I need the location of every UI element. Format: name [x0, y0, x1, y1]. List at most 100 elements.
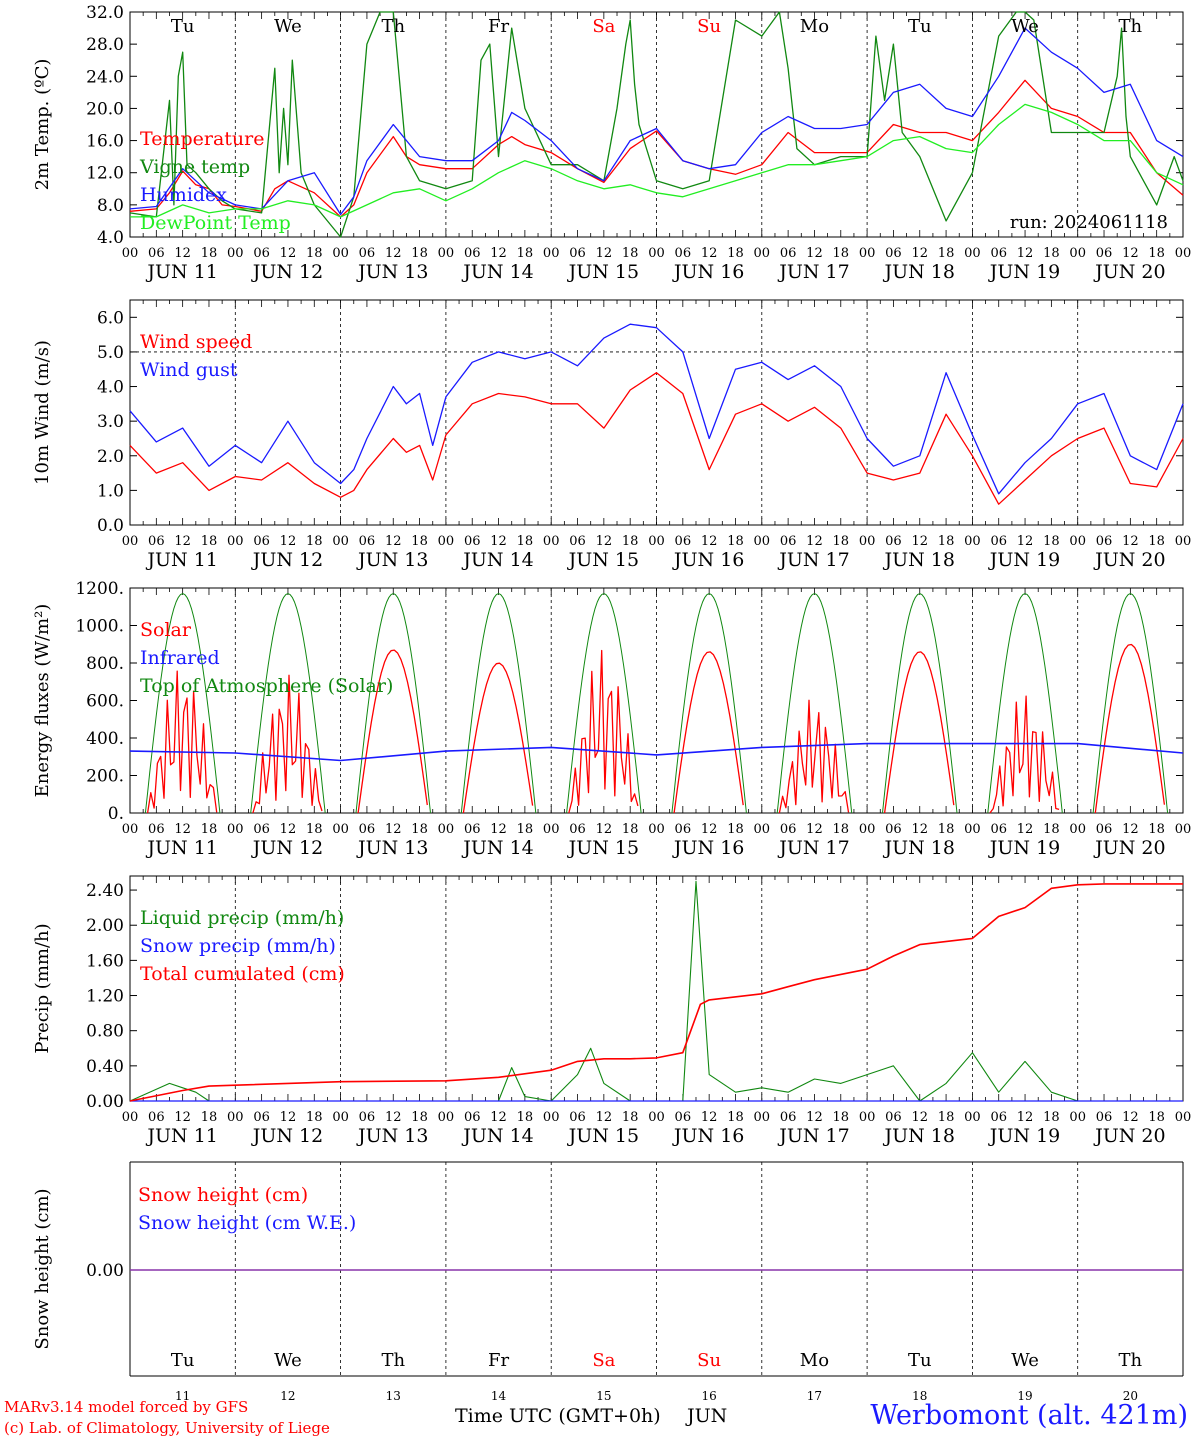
- hour-tick-label: 12: [1017, 822, 1034, 837]
- legend-wind-speed: Wind speed: [140, 331, 252, 353]
- hour-tick-label: 06: [464, 534, 481, 549]
- hour-tick-label: 12: [174, 246, 191, 261]
- hour-tick-label: 00: [332, 246, 349, 261]
- hour-tick-label: 00: [438, 822, 455, 837]
- hour-tick-label: 18: [833, 534, 850, 549]
- hour-tick-label: 06: [675, 1110, 692, 1125]
- hour-tick-label: 00: [754, 1110, 771, 1125]
- y-tick-label: 4.0: [97, 228, 124, 248]
- hour-tick-label: 06: [569, 534, 586, 549]
- hour-tick-label: 06: [359, 246, 376, 261]
- hour-tick-label: 18: [201, 534, 218, 549]
- legend-temperature: Temperature: [140, 128, 264, 150]
- hour-tick-label: 12: [911, 534, 928, 549]
- month-label: JUN: [687, 1405, 728, 1427]
- hour-tick-label: 18: [517, 534, 534, 549]
- hour-tick-label: 12: [385, 534, 402, 549]
- date-label: JUN 18: [883, 837, 955, 859]
- date-label: JUN 12: [251, 549, 323, 571]
- y-tick-label: 1.20: [86, 987, 124, 1007]
- panel-4: 0.00 0.40 0.80 1.20 1.60 2.00 2.40 Precip (mm/h…: [32, 875, 1191, 1147]
- y-tick-label: 20.0: [86, 99, 124, 119]
- series-toa-solar-day: [355, 593, 431, 814]
- date-label: JUN 12: [251, 837, 323, 859]
- day-number: 15: [596, 1389, 611, 1403]
- y-tick-label: 32.0: [86, 3, 124, 23]
- hour-tick-label: 12: [1122, 1110, 1139, 1125]
- y-tick-label: 0.00: [86, 1261, 124, 1281]
- hour-tick-label: 00: [122, 822, 139, 837]
- y-tick-label: 600.: [86, 692, 124, 712]
- hour-tick-label: 18: [201, 822, 218, 837]
- hour-tick-label: 18: [306, 1110, 323, 1125]
- date-label: JUN 16: [672, 549, 744, 571]
- y-tick-label: 0.0: [97, 516, 124, 536]
- hour-tick-label: 06: [569, 1110, 586, 1125]
- hour-tick-label: 18: [938, 822, 955, 837]
- day-number: 12: [280, 1389, 295, 1403]
- hour-tick-label: 00: [964, 246, 981, 261]
- y-tick-label: 4.0: [97, 378, 124, 398]
- y-tick-label: 0.80: [86, 1022, 124, 1042]
- y-axis-label: 10m Wind (m/s): [32, 340, 53, 485]
- hour-tick-label: 00: [648, 246, 665, 261]
- date-label: JUN 13: [356, 261, 428, 283]
- panel-2: 0.0 1.0 2.0 3.0 4.0 5.0 6.0 10m Wind (m/s) Wind …: [32, 299, 1191, 571]
- date-label: JUN 17: [777, 837, 849, 859]
- hour-tick-label: 06: [359, 1110, 376, 1125]
- y-tick-label: 1.0: [97, 481, 124, 501]
- legend-vigne-temp: Vigne temp: [139, 156, 250, 178]
- hour-tick-label: 06: [885, 246, 902, 261]
- y-tick-label: 28.0: [86, 35, 124, 55]
- weekday-label: Su: [697, 1350, 721, 1371]
- date-label: JUN 17: [777, 1125, 849, 1147]
- hour-tick-label: 18: [306, 822, 323, 837]
- hour-tick-label: 12: [806, 822, 823, 837]
- hour-tick-label: 12: [1017, 1110, 1034, 1125]
- legend-total-cumulated-cm-: Total cumulated (cm): [140, 963, 345, 985]
- date-label: JUN 11: [145, 1125, 217, 1147]
- hour-tick-label: 06: [675, 246, 692, 261]
- weekday-label: Su: [697, 16, 721, 37]
- y-tick-label: 12.0: [86, 164, 124, 184]
- date-label: JUN 13: [356, 1125, 428, 1147]
- hour-tick-label: 18: [201, 1110, 218, 1125]
- hour-tick-label: 12: [490, 822, 507, 837]
- date-label: JUN 20: [1093, 837, 1165, 859]
- hour-tick-label: 06: [990, 1110, 1007, 1125]
- hour-tick-label: 06: [359, 822, 376, 837]
- y-tick-label: 0.40: [86, 1057, 124, 1077]
- day-number: 13: [386, 1389, 401, 1403]
- hour-tick-label: 06: [569, 246, 586, 261]
- date-label: JUN 19: [988, 549, 1060, 571]
- hour-tick-label: 06: [1096, 1110, 1113, 1125]
- hour-tick-label: 12: [596, 1110, 613, 1125]
- y-tick-label: 2.00: [86, 916, 124, 936]
- hour-tick-label: 06: [780, 534, 797, 549]
- hour-tick-label: 00: [438, 1110, 455, 1125]
- hour-tick-label: 18: [306, 246, 323, 261]
- legend-liquid-precip-mm-h-: Liquid precip (mm/h): [140, 907, 344, 929]
- date-label: JUN 11: [145, 261, 217, 283]
- hour-tick-label: 12: [911, 1110, 928, 1125]
- y-tick-label: 8.0: [97, 196, 124, 216]
- weekday-label: Th: [381, 1350, 405, 1371]
- hour-tick-label: 12: [490, 1110, 507, 1125]
- hour-tick-label: 06: [253, 822, 270, 837]
- hour-tick-label: 12: [280, 1110, 297, 1125]
- date-label: JUN 13: [356, 837, 428, 859]
- legend-infrared: Infrared: [140, 647, 220, 669]
- day-number: 14: [491, 1389, 507, 1403]
- day-number: 19: [1017, 1389, 1032, 1403]
- weekday-label: Tu: [908, 1350, 932, 1371]
- run-annotation: run: 2024061118: [1010, 212, 1168, 233]
- hour-tick-label: 06: [780, 1110, 797, 1125]
- hour-tick-label: 18: [411, 246, 428, 261]
- hour-tick-label: 12: [280, 534, 297, 549]
- hour-tick-label: 00: [754, 246, 771, 261]
- station-name: Werbomont (alt. 421m): [870, 1400, 1188, 1431]
- y-axis-label: Snow height (cm): [32, 1188, 53, 1349]
- y-tick-label: 0.: [108, 804, 124, 824]
- y-tick-label: 3.0: [97, 412, 124, 432]
